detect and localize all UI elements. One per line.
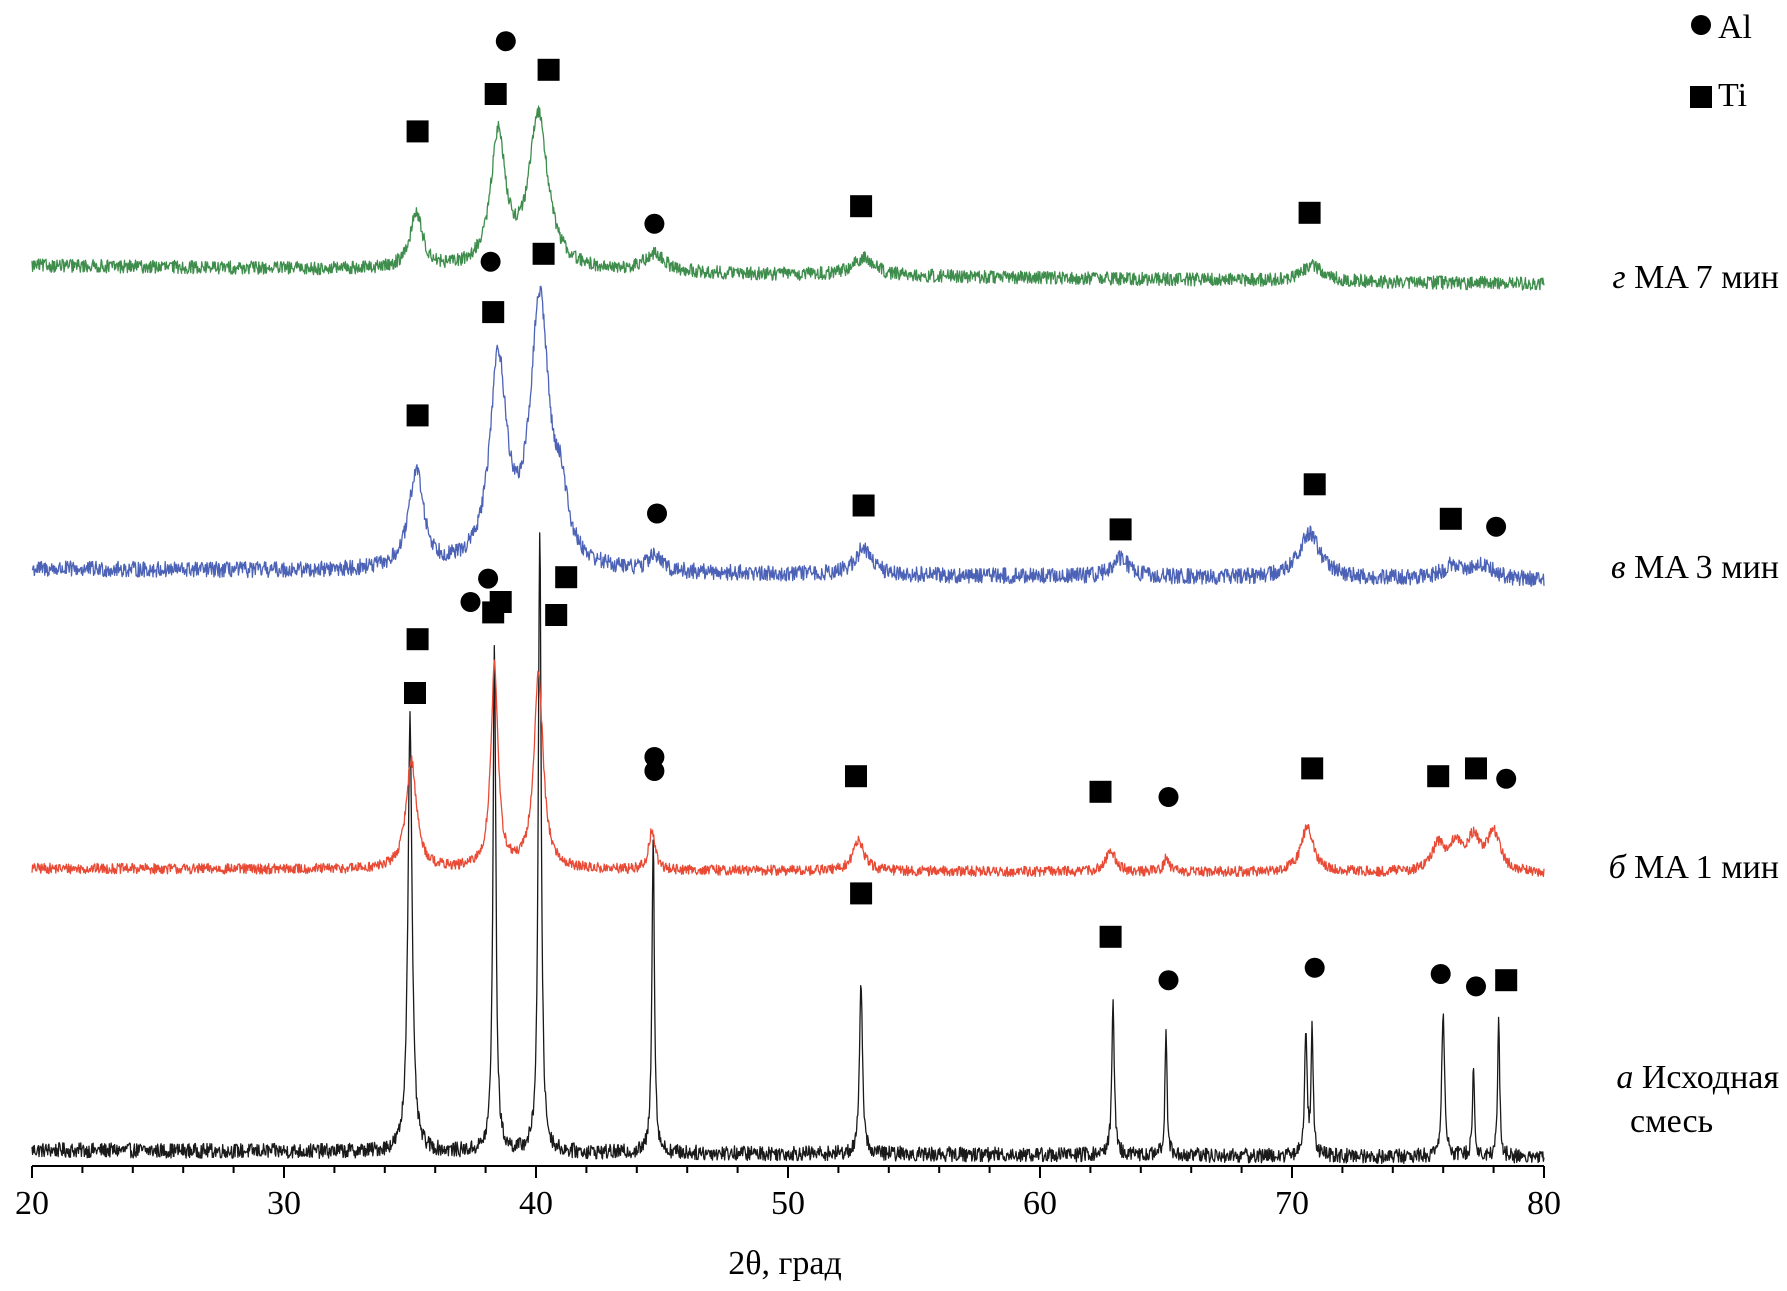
ti-marker-g-0 xyxy=(406,120,429,143)
ti-marker-g-2 xyxy=(484,83,507,105)
ti-marker-v-8 xyxy=(1439,507,1462,530)
ti-marker-a-6 xyxy=(1099,925,1122,948)
legend: Al Ti xyxy=(1690,9,1752,114)
legend-square-marker-ti xyxy=(1690,86,1712,108)
x-tick-label: 30 xyxy=(267,1185,301,1222)
al-marker-b-7 xyxy=(1158,787,1179,807)
series-label-layer: a Исходная смесь б MA 1 мин в MA 3 мин г MA … xyxy=(1609,259,1780,1140)
series-layer xyxy=(31,105,1545,1165)
al-marker-a-1 xyxy=(460,592,481,612)
series-label-g: г MA 7 мин xyxy=(1612,259,1779,296)
al-marker-a-10 xyxy=(1466,976,1486,997)
al-marker-v-4 xyxy=(647,503,667,524)
series-label-a-line2: смесь xyxy=(1630,1103,1713,1140)
ti-marker-b-2 xyxy=(482,601,505,624)
legend-label-ti: Ti xyxy=(1718,77,1747,114)
x-tick-label: 70 xyxy=(1275,1185,1309,1222)
ti-marker-b-10 xyxy=(1465,757,1487,780)
ti-marker-g-5 xyxy=(850,195,873,218)
phase-marker-layer xyxy=(404,31,1518,997)
x-axis: 20 30 40 50 60 70 80 xyxy=(15,1165,1561,1222)
al-marker-v-9 xyxy=(1486,516,1507,537)
ti-marker-v-7 xyxy=(1303,473,1326,496)
ti-marker-v-6 xyxy=(1109,518,1132,541)
al-marker-b-4 xyxy=(644,761,665,781)
ti-marker-a-0 xyxy=(406,628,429,651)
x-tick-label: 40 xyxy=(519,1185,553,1222)
series-line-g xyxy=(31,105,1545,291)
ti-marker-b-5 xyxy=(845,765,867,788)
ti-marker-v-0 xyxy=(406,404,429,427)
ti-marker-v-2 xyxy=(482,301,505,324)
al-marker-g-1 xyxy=(495,31,516,52)
series-label-b: б MA 1 мин xyxy=(1609,849,1779,886)
al-marker-v-1 xyxy=(480,251,501,272)
al-marker-a-8 xyxy=(1304,957,1325,978)
al-marker-b-1 xyxy=(478,568,499,589)
legend-circle-marker-al xyxy=(1691,15,1711,35)
al-marker-a-7 xyxy=(1158,970,1179,991)
legend-label-al: Al xyxy=(1718,9,1752,46)
series-label-v: в MA 3 мин xyxy=(1611,549,1779,586)
ti-marker-g-6 xyxy=(1298,201,1321,224)
x-tick-label: 50 xyxy=(771,1185,805,1222)
ti-marker-a-5 xyxy=(850,882,873,905)
ti-marker-b-3 xyxy=(545,604,568,626)
series-line-a xyxy=(31,532,1545,1165)
series-label-a: a Исходная xyxy=(1616,1059,1779,1096)
ti-marker-b-9 xyxy=(1427,765,1450,788)
series-line-v xyxy=(31,285,1545,588)
series-line-b xyxy=(31,659,1545,878)
x-tick-label: 20 xyxy=(15,1185,49,1222)
al-marker-a-4 xyxy=(644,747,665,767)
x-axis-label: 2θ, град xyxy=(728,1245,842,1282)
ti-marker-v-5 xyxy=(852,494,875,517)
ti-marker-a-11 xyxy=(1495,969,1518,992)
ti-marker-v-3 xyxy=(532,242,555,265)
al-marker-b-11 xyxy=(1496,768,1517,789)
x-tick-label: 80 xyxy=(1527,1185,1561,1222)
ti-marker-a-3 xyxy=(555,566,578,589)
ti-marker-b-8 xyxy=(1301,757,1324,780)
ti-marker-b-6 xyxy=(1089,780,1112,803)
al-marker-a-9 xyxy=(1430,964,1451,984)
x-tick-label: 60 xyxy=(1023,1185,1057,1222)
ti-marker-b-0 xyxy=(404,682,426,704)
ti-marker-g-3 xyxy=(537,58,560,81)
al-marker-g-4 xyxy=(644,213,665,234)
